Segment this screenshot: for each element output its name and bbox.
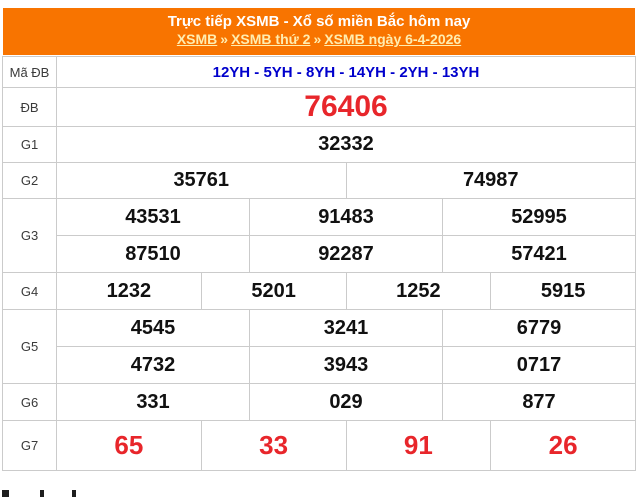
prize-value: 6779 xyxy=(442,309,636,347)
prize-value: 5915 xyxy=(490,272,636,310)
prize-value: 029 xyxy=(249,383,443,421)
prize-value: 35761 xyxy=(56,162,347,199)
prize-value: 5201 xyxy=(200,272,347,310)
row-label-g6: G6 xyxy=(2,383,57,421)
prize-value: 877 xyxy=(442,383,636,421)
row-g1: G1 32332 xyxy=(2,126,636,163)
row-ma-db: Mã ĐB 12YH - 5YH - 8YH - 14YH - 2YH - 13… xyxy=(2,56,636,88)
prize-value: 4545 xyxy=(56,309,250,347)
row-g3-1: G3 43531 91483 52995 xyxy=(2,198,636,273)
breadcrumb-separator: » xyxy=(313,31,322,47)
prize-value: 1252 xyxy=(345,272,492,310)
breadcrumb-link-xsmb-ngay[interactable]: XSMB ngày 6-4-2026 xyxy=(324,31,462,47)
prize-value: 43531 xyxy=(56,198,250,236)
page-title: Trực tiếp XSMB - Xổ số miền Bắc hôm nay xyxy=(167,13,471,30)
row-label-g4: G4 xyxy=(2,272,57,310)
results-table: Mã ĐB 12YH - 5YH - 8YH - 14YH - 2YH - 13… xyxy=(2,56,636,471)
row-db: ĐB 76406 xyxy=(2,87,636,127)
row-label-ma-db: Mã ĐB xyxy=(2,56,57,88)
row-g5-2: 4732 3943 0717 xyxy=(3,346,636,384)
prize-value: 92287 xyxy=(249,235,443,273)
row-label-g1: G1 xyxy=(2,126,57,163)
row-label-g2: G2 xyxy=(2,162,57,199)
prize-value: 0717 xyxy=(442,346,636,384)
breadcrumb-link-xsmb-thu-2[interactable]: XSMB thứ 2 xyxy=(231,31,311,47)
prize-value: 33 xyxy=(200,420,347,471)
special-prize-value: 76406 xyxy=(56,87,636,127)
header-banner: Trực tiếp XSMB - Xổ số miền Bắc hôm nay … xyxy=(3,8,635,55)
prize-value: 26 xyxy=(490,420,636,471)
prize-value: 87510 xyxy=(56,235,250,273)
breadcrumb-link-xsmb[interactable]: XSMB xyxy=(176,31,218,47)
special-code-value: 12YH - 5YH - 8YH - 14YH - 2YH - 13YH xyxy=(56,56,636,88)
row-g5-1: G5 4545 3241 6779 xyxy=(2,309,636,384)
prize-value: 1232 xyxy=(56,272,202,310)
prize-value: 91 xyxy=(345,420,492,471)
breadcrumb-separator: » xyxy=(220,31,229,47)
prize-value: 3943 xyxy=(249,346,443,384)
row-label-g5: G5 xyxy=(2,309,57,384)
prize-value: 3241 xyxy=(249,309,443,347)
row-label-g7: G7 xyxy=(2,420,57,471)
prize-value: 32332 xyxy=(56,126,636,163)
breadcrumb: XSMB» XSMB thứ 2» XSMB ngày 6-4-2026 xyxy=(3,31,635,48)
prize-value: 74987 xyxy=(345,162,636,199)
row-g2: G2 35761 74987 xyxy=(2,162,636,199)
row-g4: G4 1232 5201 1252 5915 xyxy=(2,272,636,310)
prize-value: 57421 xyxy=(442,235,636,273)
row-g3-2: 87510 92287 57421 xyxy=(3,235,636,273)
prize-value: 65 xyxy=(56,420,202,471)
row-label-g3: G3 xyxy=(2,198,57,273)
prize-value: 52995 xyxy=(442,198,636,236)
prize-value: 91483 xyxy=(249,198,443,236)
row-g6: G6 331 029 877 xyxy=(2,383,636,421)
cutoff-text-fragment xyxy=(2,490,202,501)
row-g7: G7 65 33 91 26 xyxy=(2,420,636,471)
prize-value: 4732 xyxy=(56,346,250,384)
prize-value: 331 xyxy=(56,383,250,421)
row-label-db: ĐB xyxy=(2,87,57,127)
